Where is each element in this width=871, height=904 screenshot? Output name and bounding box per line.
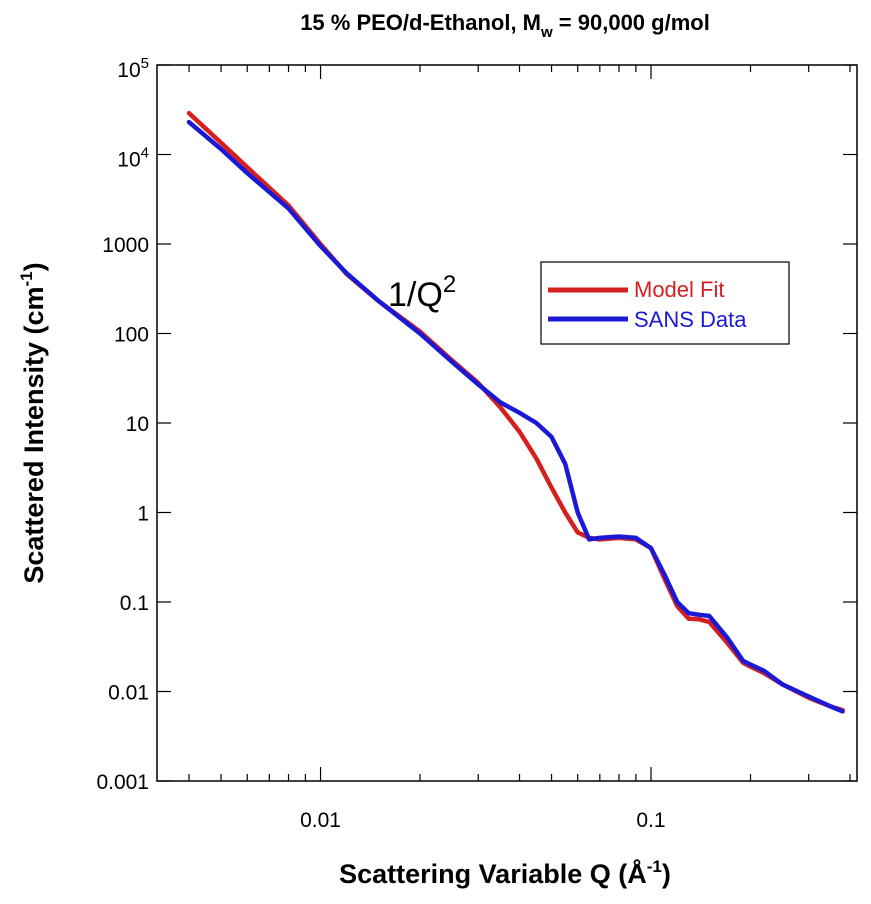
legend-label-model-fit: Model Fit (634, 277, 724, 302)
chart-title: 15 % PEO/d-Ethanol, Mw = 90,000 g/mol (300, 10, 710, 41)
y-tick-label: 1000 (102, 234, 149, 257)
y-tick-label: 0.01 (108, 682, 149, 705)
legend-label-sans-data: SANS Data (634, 307, 747, 332)
y-tick-label: 104 (117, 145, 149, 172)
y-tick-label: 105 (117, 55, 149, 82)
axis-ticks (157, 64, 857, 782)
legend: Model Fit SANS Data (540, 261, 790, 345)
series-layer (186, 110, 845, 714)
plot-frame (156, 64, 858, 782)
y-tick-label: 1 (137, 503, 149, 526)
y-tick-label: 0.1 (120, 592, 149, 615)
series-line-sans-data (186, 119, 845, 714)
slope-annotation: 1/Q2 (388, 271, 456, 314)
x-axis-label: Scattering Variable Q (Å-1) (339, 857, 671, 889)
x-tick-labels: 0.01 0.1 (300, 809, 666, 832)
x-tick-label: 0.01 (300, 809, 341, 832)
legend-box (540, 261, 790, 345)
y-tick-labels: 0.001 0.01 0.1 1 10 100 1000 104 105 (96, 55, 149, 794)
y-axis-label: Scattered Intensity (cm-1) (17, 262, 49, 583)
y-tick-label: 100 (114, 324, 149, 347)
x-tick-label: 0.1 (636, 809, 665, 832)
y-tick-label: 10 (126, 413, 149, 436)
y-tick-label: 0.001 (96, 771, 149, 794)
